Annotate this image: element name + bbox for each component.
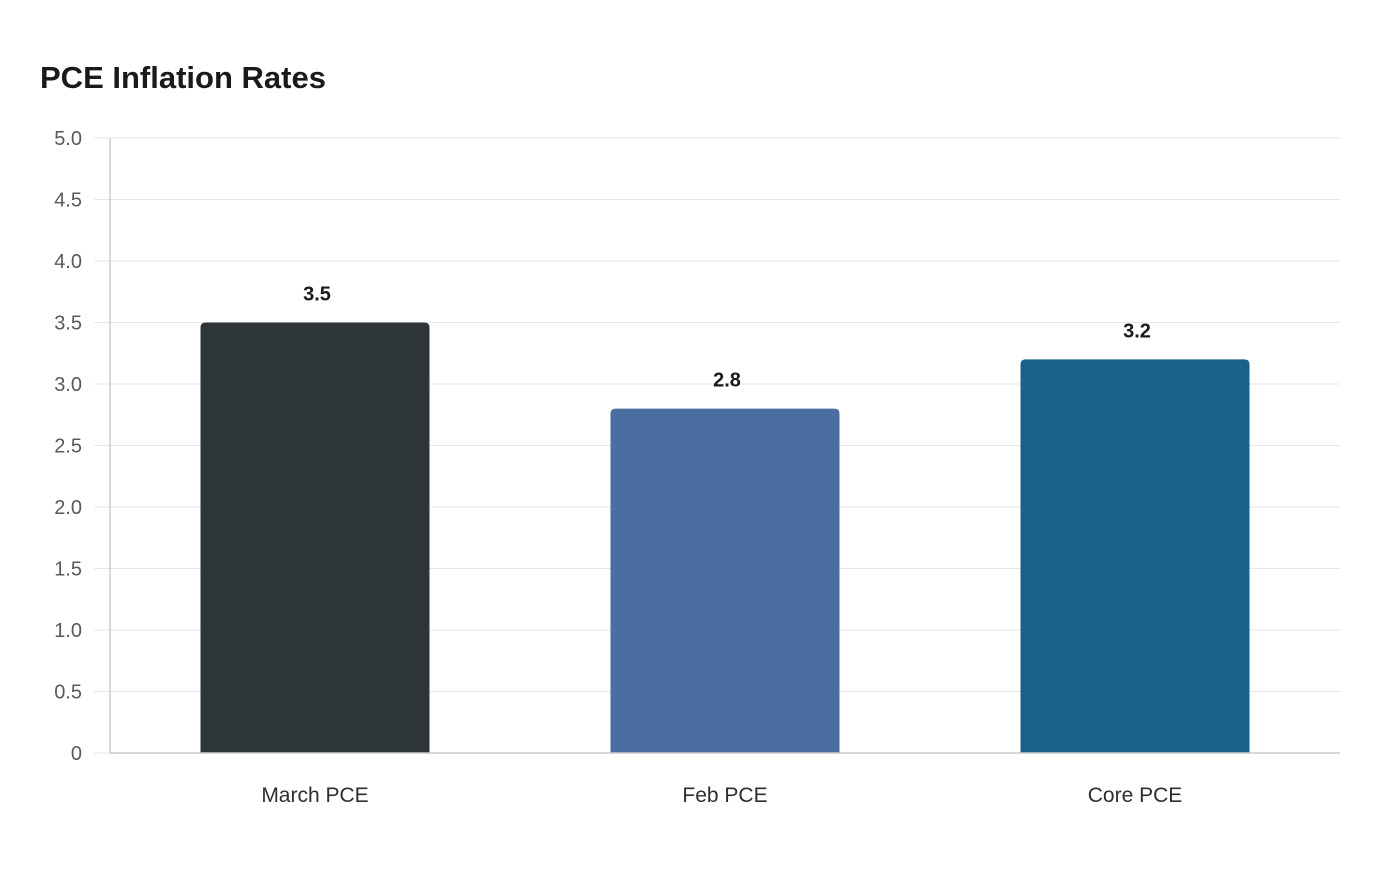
bar-feb-pce xyxy=(610,408,840,753)
y-tick-label: 1.0 xyxy=(54,620,82,642)
data-label: 2.8 xyxy=(713,370,741,392)
bar-march-pce xyxy=(200,322,430,753)
chart-title: PCE Inflation Rates xyxy=(40,60,326,95)
y-tick-label: 0 xyxy=(71,743,82,765)
y-tick-label: 2.0 xyxy=(54,497,82,519)
bars xyxy=(200,322,1250,753)
x-axis-ticks: March PCE Feb PCE Core PCE xyxy=(261,784,1182,807)
y-tick-label: 4.5 xyxy=(54,190,82,212)
y-tick-label: 5.0 xyxy=(54,128,82,150)
bar-core-pce xyxy=(1020,359,1250,753)
y-tick-label: 2.5 xyxy=(54,436,82,458)
data-label: 3.2 xyxy=(1123,320,1151,342)
x-tick-label: March PCE xyxy=(261,784,368,807)
y-tick-label: 3.5 xyxy=(54,313,82,335)
x-tick-label: Feb PCE xyxy=(682,784,767,807)
y-tick-label: 1.5 xyxy=(54,559,82,581)
data-label: 3.5 xyxy=(303,284,331,306)
y-axis-ticks: 0 0.5 1.0 1.5 2.0 2.5 3.0 3.5 4.0 4.5 5.0 xyxy=(54,128,82,765)
x-tick-label: Core PCE xyxy=(1088,784,1183,807)
data-labels: 3.5 2.8 3.2 xyxy=(303,284,1151,392)
y-tick-label: 0.5 xyxy=(54,682,82,704)
y-tick-label: 3.0 xyxy=(54,374,82,396)
y-tick-label: 4.0 xyxy=(54,251,82,273)
